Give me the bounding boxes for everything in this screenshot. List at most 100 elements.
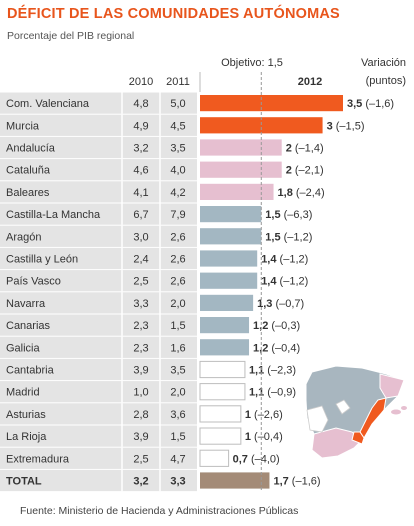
row-band (0, 92, 197, 114)
header-2010: 2010 (129, 76, 153, 88)
value-2010: 2,3 (133, 342, 148, 354)
variation-value: (–2,1) (292, 165, 324, 177)
region-label: Galicia (6, 342, 41, 354)
row-band (0, 447, 197, 469)
value-2012-number: 0,7 (233, 453, 248, 465)
value-2010: 4,9 (133, 120, 148, 132)
value-2010: 3,2 (133, 476, 148, 488)
baleares-island-shape (401, 406, 407, 410)
row-band (0, 136, 197, 159)
bar-2012 (200, 317, 250, 334)
header-2012: 2012 (298, 76, 322, 88)
value-2012: 1,4 (–1,2) (261, 276, 308, 288)
region-label: Cantabria (6, 365, 55, 377)
region-label: Aragón (6, 231, 41, 243)
baleares-island-shape (391, 409, 401, 415)
variation-value: (–2,6) (251, 409, 283, 421)
region-label: País Vasco (6, 276, 61, 288)
value-2011: 2,0 (170, 387, 185, 399)
row-band (0, 225, 197, 247)
value-2012: 1,5 (–1,2) (265, 231, 312, 243)
variation-value: (–1,2) (281, 231, 313, 243)
value-2010: 4,6 (133, 165, 148, 177)
bar-2012 (200, 139, 282, 156)
value-2011: 3,6 (170, 409, 185, 421)
variation-value: (–1,6) (289, 476, 321, 488)
value-2012: 1 (–0,4) (245, 431, 283, 443)
value-2012-number: 1,8 (278, 187, 293, 199)
variation-value: (–1,2) (276, 276, 308, 288)
row-band (0, 358, 197, 381)
value-2010: 1,0 (133, 387, 148, 399)
bar-2012 (199, 405, 242, 423)
value-2011: 4,7 (170, 453, 185, 465)
value-2011: 3,5 (170, 365, 185, 377)
value-2012: 1 (–2,6) (245, 409, 283, 421)
value-2012: 1,1 (–0,9) (249, 387, 296, 399)
value-2012-number: 1,7 (273, 476, 288, 488)
region-label: Com. Valenciana (6, 98, 90, 110)
value-2012-number: 1,3 (257, 298, 272, 310)
total-label: TOTAL (6, 476, 42, 488)
value-2012-number: 2 (286, 143, 292, 155)
value-2012-number: 3 (327, 120, 333, 132)
bar-2012 (199, 383, 246, 401)
row-band (0, 403, 197, 425)
value-2011: 1,6 (170, 342, 185, 354)
spain-map-icon (305, 365, 407, 459)
value-2011: 7,9 (170, 209, 185, 221)
variation-value: (–0,9) (264, 387, 296, 399)
bar-2012 (200, 95, 343, 112)
region-label: Canarias (6, 320, 51, 332)
chart-subtitle: Porcentaje del PIB regional (7, 30, 135, 42)
value-2012-number: 1,1 (249, 387, 264, 399)
value-2012-number: 1,2 (253, 320, 268, 332)
region-label: Castilla-La Mancha (6, 209, 101, 221)
bar-2012 (200, 339, 250, 356)
value-2012-number: 3,5 (347, 98, 362, 110)
variation-value: (–1,2) (276, 254, 308, 266)
cataluna-region-shape (379, 373, 405, 399)
value-2012: 1,4 (–1,2) (261, 254, 308, 266)
region-label: Castilla y León (6, 254, 78, 266)
value-2012-number: 1,1 (249, 365, 264, 377)
header-2011: 2011 (166, 76, 190, 88)
murcia-region-shape (351, 431, 365, 445)
variation-value: (–1,4) (292, 143, 324, 155)
value-2012: 3,5 (–1,6) (347, 98, 394, 110)
table-rows: Com. Valenciana 4,8 5,0 3,5 (–1,6) Murcia 4,9… (0, 92, 394, 492)
header-objective: Objetivo: 1,5 (221, 57, 283, 69)
region-label: Navarra (6, 298, 46, 310)
value-2012-number: 1 (245, 431, 251, 443)
header-variation-units: (puntos) (366, 75, 406, 87)
value-2012-number: 1,5 (265, 231, 280, 243)
value-2011: 2,0 (170, 298, 185, 310)
row-band (0, 314, 197, 336)
bar-2012 (200, 272, 258, 289)
value-2011: 2,6 (170, 254, 185, 266)
value-2010: 2,5 (133, 276, 148, 288)
header-variation: Variación (361, 57, 406, 69)
value-2012-number: 1 (245, 409, 251, 421)
chart-title: DÉFICIT DE LAS COMUNIDADES AUTÓNOMAS (7, 6, 340, 22)
value-2010: 2,4 (133, 254, 148, 266)
region-label: Extremadura (6, 453, 70, 465)
bar-2012 (200, 161, 282, 178)
source-note: Fuente: Ministerio de Hacienda y Adminis… (20, 505, 299, 517)
value-2010: 2,5 (133, 453, 148, 465)
variation-value: (–1,6) (362, 98, 394, 110)
value-2012: 1,3 (–0,7) (257, 298, 304, 310)
row-band (0, 181, 197, 203)
row-band (0, 270, 197, 292)
value-2010: 3,2 (133, 143, 148, 155)
row-band (0, 469, 197, 492)
value-2010: 3,3 (133, 298, 148, 310)
region-label: La Rioja (6, 431, 47, 443)
andalucia-region-shape (311, 427, 363, 459)
bar-2012 (199, 449, 230, 467)
value-2010: 3,9 (133, 365, 148, 377)
row-band (0, 203, 197, 225)
variation-value: (–2,4) (293, 187, 325, 199)
row-band (0, 336, 197, 358)
variation-value: (–4,0) (248, 453, 280, 465)
